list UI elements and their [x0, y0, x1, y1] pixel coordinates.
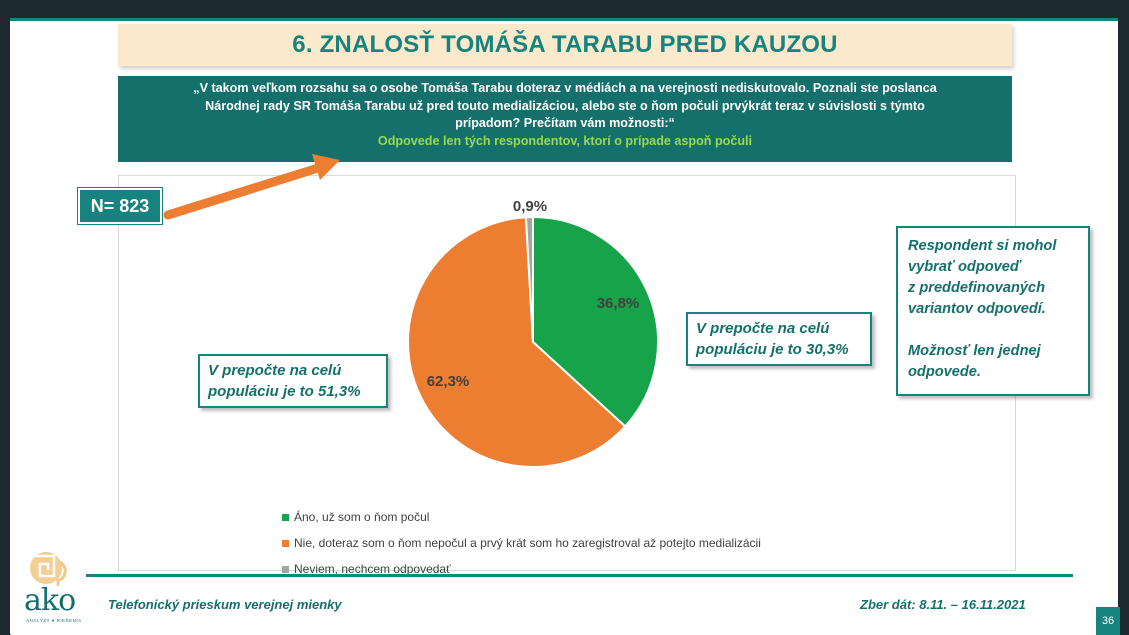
page-number: 36: [1096, 607, 1120, 635]
question-line: prípadom? Prečítam vám možnosti:“: [455, 116, 675, 130]
info-callout: Respondent si mohol vybrať odpoveď z pre…: [896, 226, 1090, 396]
pie-slice-nie: [407, 216, 627, 468]
legend-label: Neviem, nechcem odpovedať: [294, 562, 451, 576]
question-note: Odpovede len tých respondentov, ktorí o …: [377, 133, 753, 148]
legend-item-neviem: Neviem, nechcem odpovedať: [282, 556, 761, 582]
logo-icon: [30, 552, 67, 586]
footer-data-collection: Zber dát: 8.11. – 16.11.2021: [860, 597, 1026, 612]
callout-line: populáciu je to 51,3%: [208, 383, 361, 400]
population-callout-left: V prepočte na celú populáciu je to 51,3%: [198, 354, 388, 408]
question-line: „V takom veľkom rozsahu sa o osobe Tomáš…: [193, 81, 937, 95]
arrow-icon: [163, 154, 340, 220]
logo-text: ako: [24, 583, 76, 618]
footer-divider: [86, 574, 1073, 577]
title-banner: 6. ZNALOSŤ TOMÁŠA TARABU PRED KAUZOU: [118, 24, 1012, 66]
legend-label: Áno, už som o ňom počul: [294, 510, 430, 524]
pie-slices: [407, 215, 659, 468]
legend-swatch: [282, 565, 289, 573]
info-line: Možnosť len jednej: [908, 343, 1041, 359]
legend-item-nie: Nie, doteraz som o ňom nepočul a prvý kr…: [282, 530, 761, 556]
sample-size-badge: N= 823: [78, 188, 162, 224]
chart-legend: Áno, už som o ňom počul Nie, doteraz som…: [282, 504, 761, 582]
population-callout-right: V prepočte na celú populáciu je to 30,3%: [686, 312, 872, 366]
info-line: Respondent si mohol: [908, 238, 1057, 254]
legend-label: Nie, doteraz som o ňom nepočul a prvý kr…: [294, 536, 761, 550]
pie-slice-ano: [532, 215, 659, 428]
info-line: odpovede.: [908, 364, 981, 380]
footer-survey-type: Telefonický prieskum verejnej mienky: [108, 597, 342, 612]
slice-label-ano: 36,8%: [597, 295, 640, 312]
legend-item-ano: Áno, už som o ňom počul: [282, 504, 761, 530]
slice-label-nie: 62,3%: [427, 373, 470, 390]
info-line: variantov odpovedí.: [908, 301, 1046, 317]
callout-line: V prepočte na celú: [208, 362, 342, 379]
question-line: Národnej rady SR Tomáša Tarabu už pred t…: [205, 98, 925, 113]
info-line: [908, 320, 1078, 341]
info-line: z preddefinovaných: [908, 280, 1046, 296]
pie-slice-neviem: [524, 215, 534, 343]
legend-swatch: [282, 513, 289, 521]
callout-line: populáciu je to 30,3%: [696, 341, 849, 358]
callout-line: V prepočte na celú: [696, 320, 830, 337]
logo-subtitle: ANALÝZY ● RIEŠENIA: [26, 618, 82, 623]
slice-label-neviem: 0,9%: [513, 198, 547, 215]
page-title: 6. ZNALOSŤ TOMÁŠA TARABU PRED KAUZOU: [292, 31, 838, 58]
question-box: „V takom veľkom rozsahu sa o osobe Tomáš…: [118, 76, 1012, 162]
legend-swatch: [282, 539, 289, 547]
info-line: vybrať odpoveď: [908, 259, 1021, 275]
